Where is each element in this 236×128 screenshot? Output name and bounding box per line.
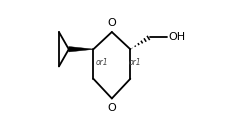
Text: O: O (107, 18, 116, 28)
Text: or1: or1 (128, 58, 141, 67)
Polygon shape (69, 46, 93, 52)
Text: O: O (107, 103, 116, 113)
Text: or1: or1 (95, 58, 108, 67)
Text: OH: OH (169, 32, 185, 42)
